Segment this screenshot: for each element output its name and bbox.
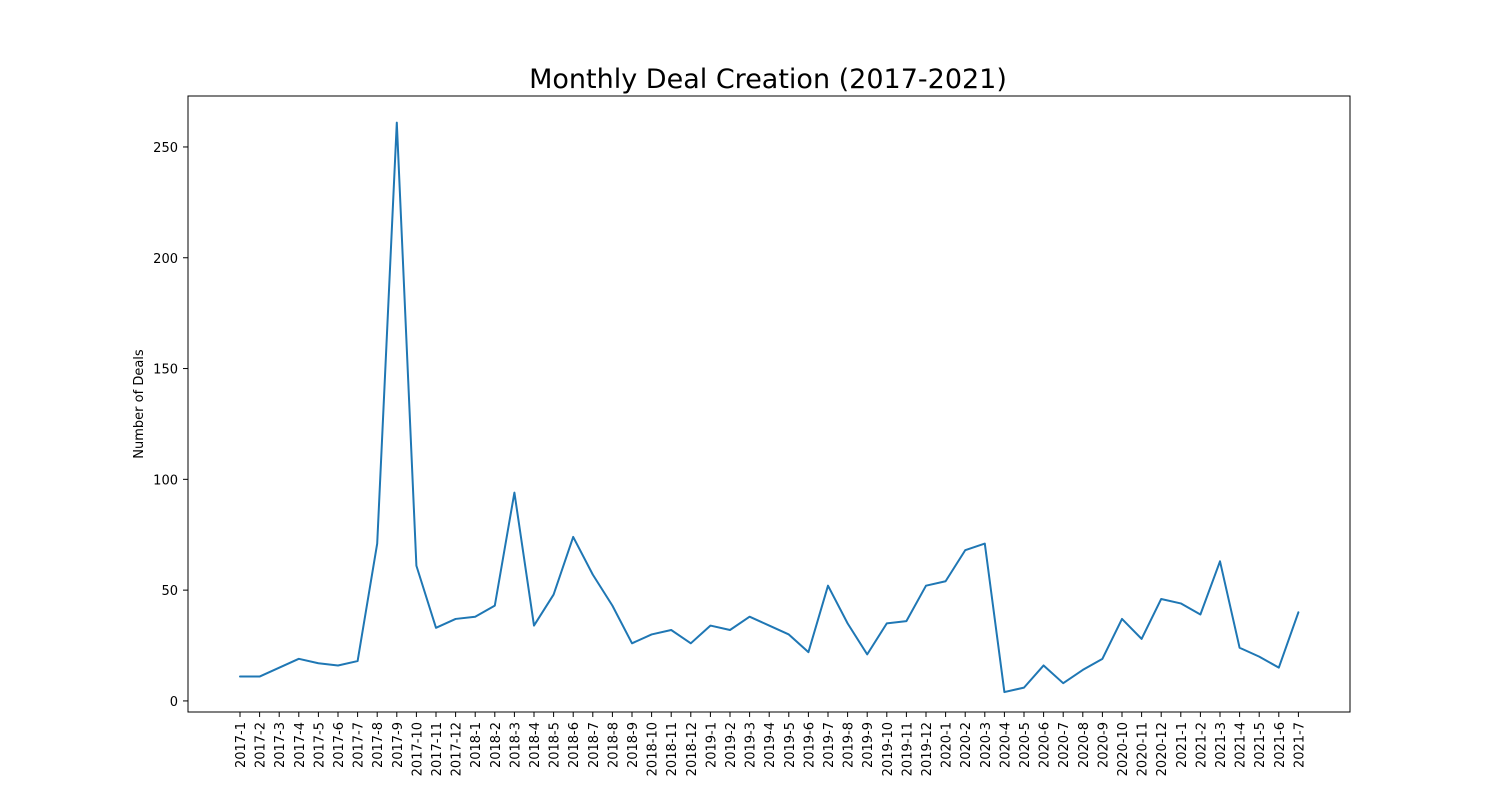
x-tick-label: 2018-4 (528, 722, 543, 768)
x-tick-label: 2017-5 (312, 722, 327, 768)
x-tick-label: 2020-6 (1038, 722, 1053, 768)
x-tick-label: 2017-7 (352, 722, 367, 768)
x-tick-label: 2019-10 (881, 722, 896, 776)
x-tick-label: 2021-7 (1292, 722, 1307, 768)
x-tick-label: 2021-2 (1194, 722, 1209, 768)
x-tick-label: 2018-2 (489, 722, 504, 768)
x-tick-label: 2018-12 (685, 722, 700, 776)
x-tick-label: 2018-6 (567, 722, 582, 768)
x-tick-label: 2021-3 (1214, 722, 1229, 768)
x-tick-label: 2021-4 (1234, 722, 1249, 768)
x-tick-label: 2017-8 (371, 722, 386, 768)
x-axis: 2017-1 2017-2 2017-3 2017-4 2017-5 2017-6 2017… (234, 712, 1307, 776)
x-tick-label: 2019-6 (802, 722, 817, 768)
x-tick-label: 2019-9 (861, 722, 876, 768)
x-tick-label: 2017-3 (273, 722, 288, 768)
x-tick-label: 2019-2 (724, 722, 739, 768)
x-tick-label: 2019-1 (704, 722, 719, 768)
x-tick-label: 2018-1 (469, 722, 484, 768)
x-tick-label: 2020-5 (1018, 722, 1033, 768)
y-axis-label: Number of Deals (132, 349, 147, 459)
x-tick-label: 2020-1 (940, 722, 955, 768)
x-tick-label: 2019-3 (744, 722, 759, 768)
x-tick-label: 2018-11 (665, 722, 680, 776)
x-tick-label: 2017-10 (410, 722, 425, 776)
x-tick-label: 2019-8 (842, 722, 857, 768)
y-tick-label: 150 (153, 363, 178, 378)
y-tick-label: 200 (153, 252, 178, 267)
x-tick-label: 2017-6 (332, 722, 347, 768)
x-tick-label: 2020-8 (1077, 722, 1092, 768)
y-axis: 0 50 100 150 200 250 (153, 141, 188, 710)
chart-title: Monthly Deal Creation (2017-2021) (529, 64, 1007, 95)
x-tick-label: 2019-7 (822, 722, 837, 768)
x-tick-label: 2019-11 (900, 722, 915, 776)
x-tick-label: 2018-9 (626, 722, 641, 768)
y-tick-label: 0 (170, 695, 178, 710)
y-tick-label: 250 (153, 141, 178, 156)
x-tick-label: 2018-3 (508, 722, 523, 768)
x-tick-label: 2017-9 (391, 722, 406, 768)
x-tick-label: 2020-9 (1096, 722, 1111, 768)
x-tick-label: 2020-12 (1155, 722, 1170, 776)
series-points (239, 122, 1299, 693)
x-tick-label: 2020-3 (979, 722, 994, 768)
x-tick-label: 2017-12 (450, 722, 465, 776)
x-tick-label: 2021-5 (1253, 722, 1268, 768)
x-tick-label: 2018-8 (606, 722, 621, 768)
x-tick-label: 2020-10 (1116, 722, 1131, 776)
x-tick-label: 2018-5 (548, 722, 563, 768)
y-tick-label: 50 (161, 584, 178, 599)
x-tick-label: 2018-7 (587, 722, 602, 768)
plot-frame (187, 95, 1351, 713)
x-tick-label: 2019-12 (920, 722, 935, 776)
x-tick-label: 2021-1 (1175, 722, 1190, 768)
x-tick-label: 2017-2 (254, 722, 269, 768)
x-tick-label: 2020-7 (1057, 722, 1072, 768)
x-tick-label: 2017-1 (234, 722, 249, 768)
x-tick-label: 2020-4 (998, 722, 1013, 768)
x-tick-label: 2020-11 (1136, 722, 1151, 776)
x-tick-label: 2020-2 (959, 722, 974, 768)
x-tick-label: 2018-10 (646, 722, 661, 776)
x-tick-label: 2021-6 (1273, 722, 1288, 768)
x-tick-label: 2017-4 (293, 722, 308, 768)
y-tick-label: 100 (153, 473, 178, 488)
x-tick-label: 2019-4 (763, 722, 778, 768)
x-tick-label: 2019-5 (783, 722, 798, 768)
x-tick-label: 2017-11 (430, 722, 445, 776)
